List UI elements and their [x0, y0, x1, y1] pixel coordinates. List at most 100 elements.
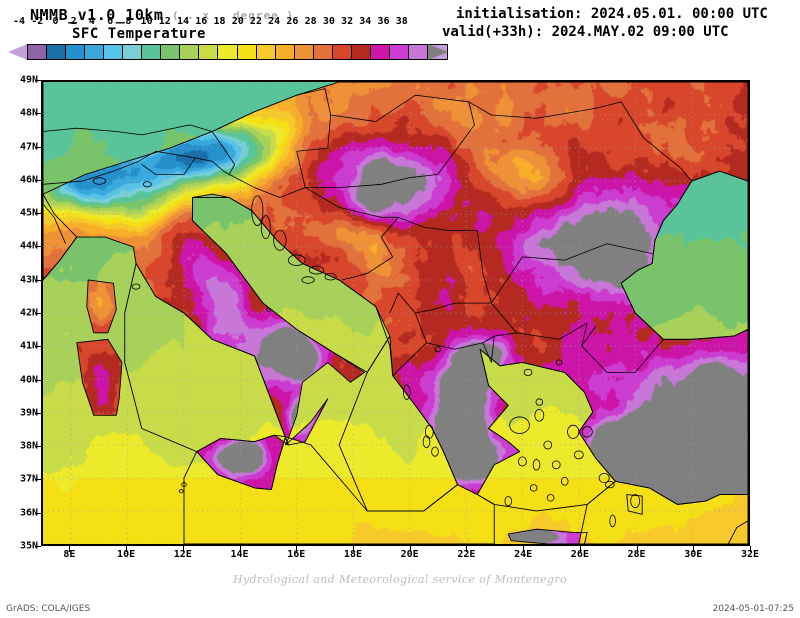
- colorbar-tick: 32: [341, 16, 354, 27]
- y-axis-tick-mark: [35, 146, 41, 148]
- colorbar-cell: [237, 45, 257, 59]
- model-title: NMMB_v1.0_10km: [30, 6, 164, 24]
- footer-engine: GrADS: COLA/IGES: [6, 604, 91, 614]
- x-axis-tick-mark: [409, 546, 411, 552]
- x-axis-tick-mark: [69, 546, 71, 552]
- colorbar-cell: [66, 45, 86, 59]
- colorbar-cell: [47, 45, 67, 59]
- colorbar-tick: -4: [12, 16, 26, 27]
- x-axis-tick-mark: [239, 546, 241, 552]
- colorbar-tick: 10: [140, 16, 153, 27]
- colorbar-cell: [408, 45, 428, 59]
- colorbar-under-arrow-icon: [8, 44, 27, 60]
- colorbar-cell: [28, 45, 48, 59]
- x-axis-tick-label: 10E: [117, 549, 136, 560]
- x-axis-tick-mark: [352, 546, 354, 552]
- colorbar-cell: [123, 45, 143, 59]
- colorbar-tick: 14: [177, 16, 190, 27]
- y-axis-tick-mark: [35, 446, 41, 448]
- x-axis-tick-label: 8E: [63, 549, 76, 560]
- colorbar-tick: 16: [195, 16, 208, 27]
- x-axis-tick-label: 26E: [570, 549, 589, 560]
- initialisation-time: initialisation: 2024.05.01. 00:00 UTC: [456, 6, 768, 22]
- y-axis-tick-mark: [35, 479, 41, 481]
- x-axis-tick-mark: [523, 546, 525, 552]
- y-axis-tick-label: 48N: [19, 107, 38, 119]
- colorbar-tick: 4: [88, 16, 95, 27]
- x-axis-tick-label: 28E: [627, 549, 646, 560]
- y-axis-tick-mark: [35, 546, 41, 547]
- colorbar-tick: 2: [70, 16, 77, 27]
- temperature-map-plot[interactable]: [41, 80, 750, 546]
- colorbar-cell: [161, 45, 181, 59]
- x-axis-tick-label: 30E: [684, 549, 703, 560]
- colorbar-cell: [256, 45, 276, 59]
- footer-timestamp: 2024-05-01-07:25: [712, 604, 795, 614]
- colorbar-cell: [180, 45, 200, 59]
- y-axis-tick-mark: [35, 213, 41, 215]
- colorbar-tick: 24: [268, 16, 281, 27]
- y-axis-tick-mark: [35, 246, 41, 248]
- colorbar-tick: 28: [304, 16, 317, 27]
- colorbar-over-arrow-icon: [428, 44, 448, 60]
- y-axis-tick-label: 49N: [19, 74, 38, 86]
- colorbar-tick: 12: [158, 16, 171, 27]
- x-axis-tick-label: 12E: [173, 549, 192, 560]
- x-axis-tick-label: 20E: [400, 549, 419, 560]
- colorbar-tick: 0: [52, 16, 59, 27]
- y-axis-tick-label: 37N: [19, 473, 38, 485]
- colorbar-cell: [275, 45, 295, 59]
- y-axis-tick-label: 44N: [19, 240, 38, 252]
- valid-time: valid(+33h): 2024.MAY.02 09:00 UTC: [442, 24, 729, 40]
- colorbar-tick: 18: [213, 16, 226, 27]
- x-axis-tick-label: 22E: [457, 549, 476, 560]
- colorbar-tick: 34: [359, 16, 372, 27]
- y-axis-tick-mark: [35, 113, 41, 115]
- y-axis-tick-label: 43N: [19, 274, 38, 286]
- colorbar-tick: 20: [231, 16, 244, 27]
- x-axis-tick-mark: [636, 546, 638, 552]
- y-axis-tick-mark: [35, 179, 41, 181]
- y-axis-tick-mark: [35, 412, 41, 414]
- colorbar-tick: -2: [31, 16, 44, 27]
- y-axis-tick-label: 35N: [19, 540, 38, 552]
- colorbar-cell: [104, 45, 124, 59]
- temperature-field-canvas: [43, 82, 748, 544]
- y-axis-tick-label: 41N: [19, 340, 38, 352]
- colorbar-cell: [142, 45, 162, 59]
- y-axis-tick-mark: [35, 512, 41, 514]
- x-axis-tick-mark: [750, 546, 751, 552]
- y-axis-tick-label: 45N: [19, 207, 38, 219]
- y-axis-tick-mark: [35, 313, 41, 314]
- x-axis-tick-mark: [466, 546, 468, 552]
- colorbar-tick: 30: [322, 16, 335, 27]
- y-axis-tick-label: 40N: [19, 374, 38, 386]
- colorbar-tick: 22: [249, 16, 262, 27]
- x-axis-tick-label: 16E: [287, 549, 306, 560]
- x-axis-tick-mark: [296, 546, 298, 552]
- y-axis-tick-mark: [35, 346, 41, 348]
- y-axis-tick-mark: [35, 279, 41, 281]
- x-axis-tick-label: 24E: [514, 549, 533, 560]
- colorbar-tick: 26: [286, 16, 299, 27]
- colorbar-tick: 8: [125, 16, 132, 27]
- x-axis-tick-mark: [579, 546, 581, 552]
- y-axis-tick-label: 38N: [19, 440, 38, 452]
- y-axis-tick-label: 39N: [19, 407, 38, 419]
- footer-credit: Hydrological and Meteorological service …: [232, 573, 568, 586]
- x-axis-tick-mark: [182, 546, 184, 552]
- variable-title: SFC Temperature: [72, 26, 206, 42]
- y-axis-tick-mark: [35, 379, 41, 381]
- x-axis-tick-label: 14E: [230, 549, 249, 560]
- y-axis-tick-label: 36N: [19, 507, 38, 519]
- colorbar-cell: [389, 45, 409, 59]
- model-units-note: ( . x . degree ): [172, 9, 294, 22]
- x-axis-tick-label: 32E: [740, 549, 760, 560]
- colorbar-cell: [370, 45, 390, 59]
- y-axis-tick-label: 46N: [19, 174, 38, 186]
- colorbar-tick: 6: [107, 16, 114, 27]
- y-axis-tick-mark: [35, 80, 41, 81]
- colorbar-cell: [313, 45, 333, 59]
- colorbar-cell: [218, 45, 238, 59]
- colorbar-cell: [294, 45, 314, 59]
